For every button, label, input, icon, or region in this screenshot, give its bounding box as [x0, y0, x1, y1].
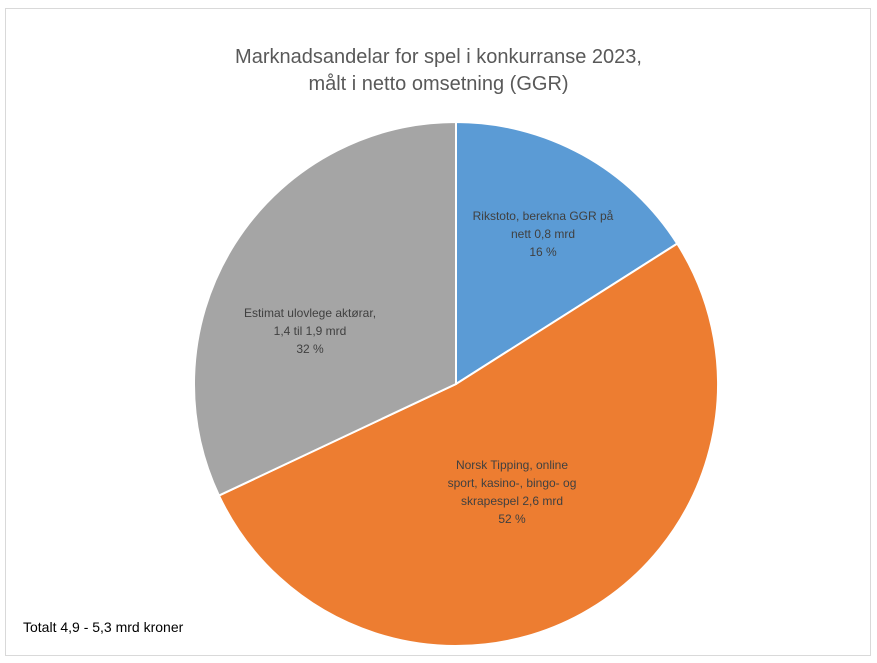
slice-estimat-ulovlege-label: Estimat ulovlege aktørar, 1,4 til 1,9 mrd… [244, 306, 376, 356]
chart-title: Marknadsandelar for spel i konkurranse 2… [0, 44, 877, 98]
slice-label-line: sport, kasino-, bingo- og [448, 476, 577, 490]
slice-label-line: nett 0,8 mrd [511, 227, 575, 241]
slice-label-line: 52 % [498, 512, 526, 526]
slice-norsk-tipping-label: Norsk Tipping, online sport, kasino-, bin… [448, 458, 577, 526]
chart-title-line-2: målt i netto omsetning (GGR) [308, 73, 569, 95]
slice-label-line: Norsk Tipping, online [456, 458, 568, 472]
slice-norsk-tipping [217, 242, 719, 647]
slice-label-line: 16 % [529, 245, 557, 259]
slice-label-line: 1,4 til 1,9 mrd [274, 324, 347, 338]
slice-rikstoto-label: Rikstoto, berekna GGR på nett 0,8 mrd 16 % [473, 209, 614, 259]
slice-label-line: 32 % [296, 342, 324, 356]
slice-label-line: Rikstoto, berekna GGR på [473, 209, 614, 223]
slice-label-line: skrapespel 2,6 mrd [461, 494, 563, 508]
chart-title-line-1: Marknadsandelar for spel i konkurranse 2… [235, 46, 642, 68]
slice-label-line: Estimat ulovlege aktørar, [244, 306, 376, 320]
slice-estimat-ulovlege [193, 120, 457, 497]
slice-rikstoto [455, 120, 679, 386]
total-footnote: Totalt 4,9 - 5,3 mrd kroner [23, 619, 184, 635]
